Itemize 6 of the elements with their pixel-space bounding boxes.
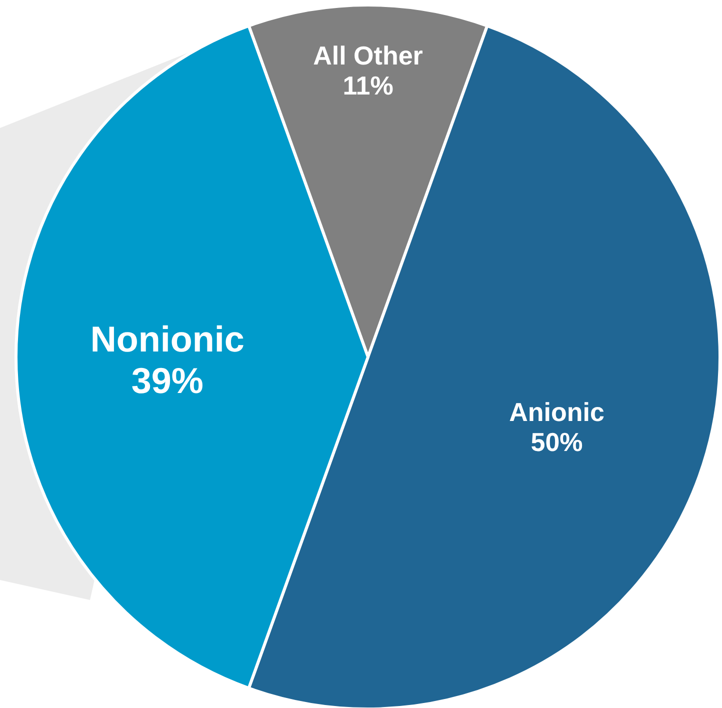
data-label: 11%: [342, 70, 394, 100]
slice-label: All Other: [313, 40, 423, 70]
slice-label: Nonionic: [90, 318, 244, 360]
data-label: 50%: [530, 426, 583, 457]
slice-label: Anionic: [509, 397, 604, 428]
data-label: 39%: [131, 360, 204, 401]
